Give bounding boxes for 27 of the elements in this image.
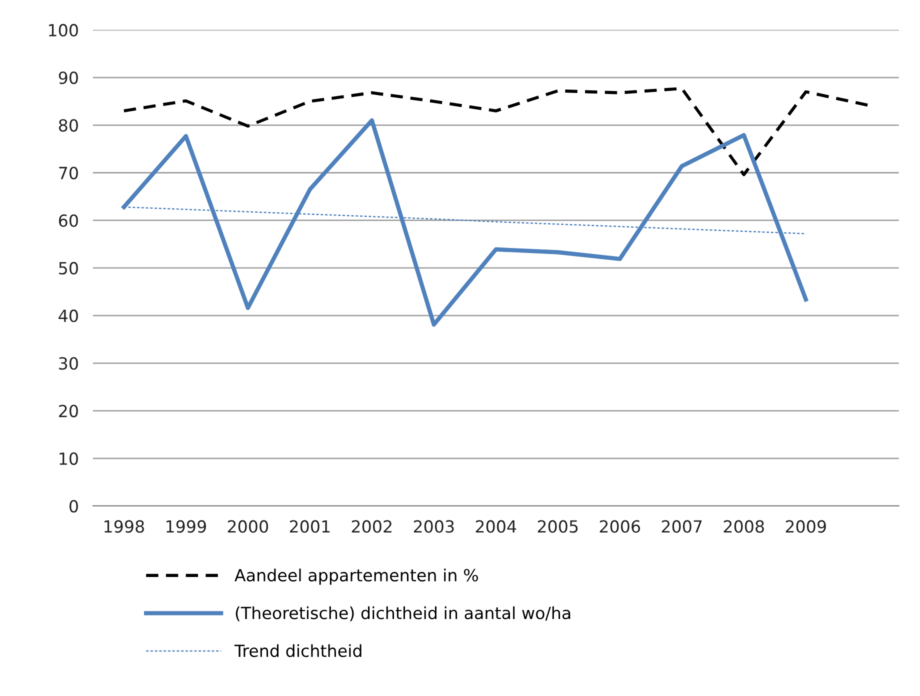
y-tick-label: 90 bbox=[58, 71, 78, 84]
legend-label: Aandeel appartementen in % bbox=[234, 568, 478, 585]
legend-label: Trend dichtheid bbox=[234, 644, 362, 658]
legend-label: (Theoretische) dichtheid in aantal wo/ha bbox=[236, 606, 570, 622]
x-tick-label: 2002 bbox=[352, 520, 392, 533]
x-tick-label: 2009 bbox=[786, 520, 826, 533]
y-tick-label: 50 bbox=[59, 262, 78, 275]
x-tick-label: 2008 bbox=[724, 520, 764, 533]
x-tick-label: 2007 bbox=[662, 520, 702, 533]
y-tick-label: 70 bbox=[59, 166, 78, 180]
x-tick-label: 2000 bbox=[228, 520, 268, 533]
x-tick-label: 2005 bbox=[538, 520, 578, 533]
x-tick-label: 1999 bbox=[166, 520, 206, 533]
y-tick-label: 80 bbox=[58, 119, 78, 132]
x-tick-label: 2003 bbox=[414, 520, 454, 533]
y-tick-label: 20 bbox=[59, 404, 78, 418]
x-tick-label: 2001 bbox=[290, 520, 330, 533]
line-series bbox=[122, 86, 870, 176]
y-tick-label: 60 bbox=[58, 214, 78, 227]
x-tick-label: 2006 bbox=[600, 520, 640, 533]
y-tick-label: 0 bbox=[70, 500, 78, 513]
y-tick-label: 100 bbox=[49, 24, 78, 36]
y-tick-label: 30 bbox=[59, 357, 78, 370]
y-tick-label: 40 bbox=[58, 310, 78, 322]
x-tick-label: 2004 bbox=[476, 520, 516, 533]
x-tick-label: 1998 bbox=[104, 520, 144, 533]
y-tick-label: 10 bbox=[60, 452, 78, 465]
